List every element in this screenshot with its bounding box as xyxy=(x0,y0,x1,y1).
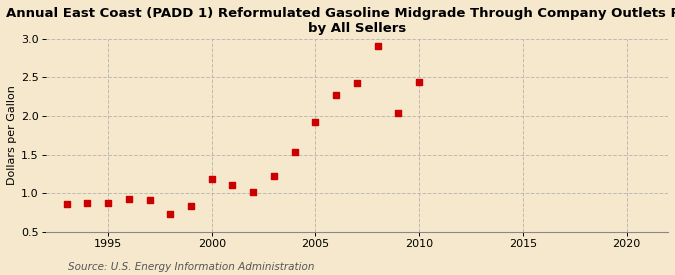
Point xyxy=(144,198,155,202)
Point xyxy=(373,44,383,48)
Point xyxy=(227,183,238,187)
Point xyxy=(414,80,425,84)
Point xyxy=(393,111,404,115)
Text: Source: U.S. Energy Information Administration: Source: U.S. Energy Information Administ… xyxy=(68,262,314,272)
Point xyxy=(310,120,321,125)
Point xyxy=(331,93,342,97)
Point xyxy=(103,201,113,205)
Point xyxy=(290,150,300,155)
Point xyxy=(82,201,92,205)
Point xyxy=(61,202,72,206)
Point xyxy=(248,189,259,194)
Point xyxy=(165,212,176,216)
Point xyxy=(269,173,279,178)
Point xyxy=(207,177,217,182)
Title: Annual East Coast (PADD 1) Reformulated Gasoline Midgrade Through Company Outlet: Annual East Coast (PADD 1) Reformulated … xyxy=(6,7,675,35)
Point xyxy=(186,204,196,209)
Point xyxy=(124,196,134,201)
Y-axis label: Dollars per Gallon: Dollars per Gallon xyxy=(7,86,17,185)
Point xyxy=(352,81,362,85)
